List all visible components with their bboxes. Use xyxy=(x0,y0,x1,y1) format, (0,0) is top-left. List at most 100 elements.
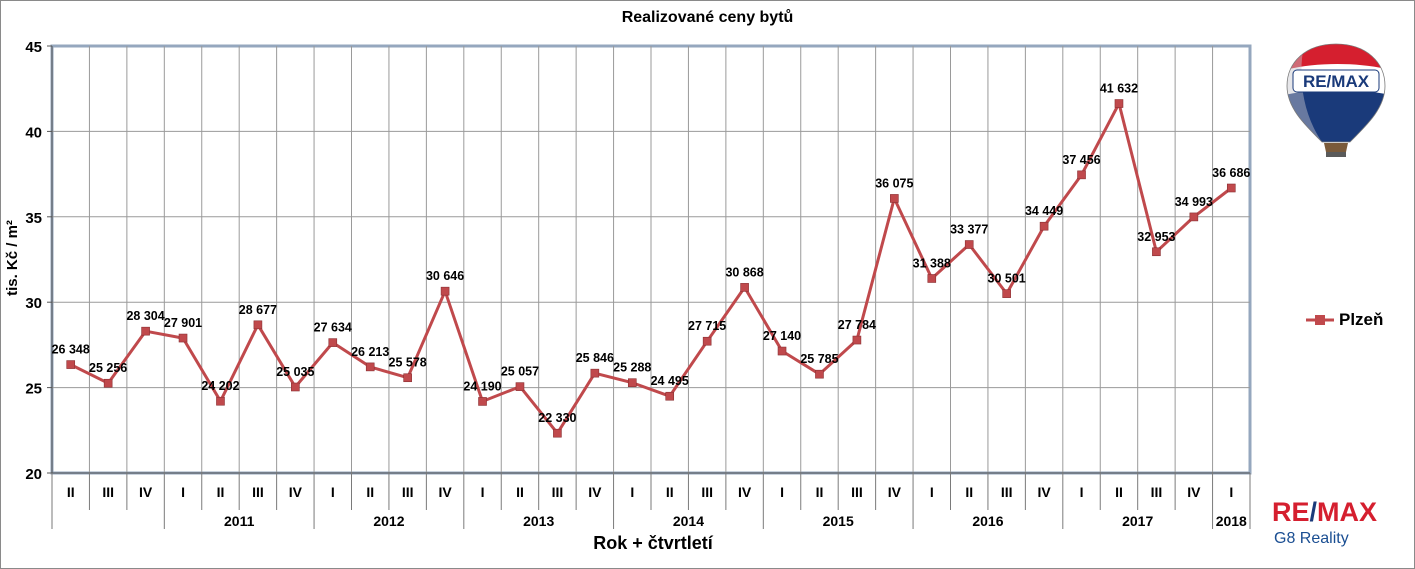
data-label: 25 846 xyxy=(576,351,614,365)
data-label: 22 330 xyxy=(538,411,576,425)
data-label: 25 785 xyxy=(800,352,838,366)
data-label: 25 057 xyxy=(501,365,539,379)
chart-title: Realizované ceny bytů xyxy=(621,9,794,26)
data-label: 25 256 xyxy=(89,361,127,375)
x-quarter-label: I xyxy=(181,484,185,500)
data-label: 27 715 xyxy=(688,319,726,333)
x-quarter-label: IV xyxy=(1187,484,1201,500)
remax-balloon-logo: RE/MAX xyxy=(1286,43,1386,157)
x-quarter-label: II xyxy=(217,484,225,500)
data-point xyxy=(852,335,862,345)
data-label: 34 993 xyxy=(1175,195,1213,209)
balloon-brand-text: RE/MAX xyxy=(1303,72,1370,91)
x-axis: II III IV I II III IV I II III IV I II III IV I II III IV I… xyxy=(51,472,1251,529)
data-point xyxy=(478,397,487,406)
data-label: 24 190 xyxy=(463,379,501,393)
data-point xyxy=(927,274,937,283)
x-quarter-label: III xyxy=(102,484,114,500)
data-point xyxy=(1039,221,1049,231)
data-point xyxy=(1189,212,1199,222)
data-labels: 26 348 25 256 28 304 27 901 24 202 28 677 25 0… xyxy=(52,82,1251,426)
x-year-label: 2016 xyxy=(972,513,1003,529)
data-point xyxy=(253,320,263,330)
legend-label: Plzeň xyxy=(1339,310,1384,329)
x-quarter-label: III xyxy=(1001,484,1013,500)
data-point xyxy=(291,382,300,392)
y-axis: 20 25 30 35 40 45 xyxy=(25,39,53,483)
x-quarter-label: IV xyxy=(139,484,153,500)
data-label: 24 202 xyxy=(201,379,239,393)
x-quarter-label: III xyxy=(552,484,564,500)
remax-wordmark: RE/MAX xyxy=(1272,498,1377,526)
x-axis-label: Rok + čtvrtletí xyxy=(593,533,714,553)
x-year-label: 2013 xyxy=(523,513,554,529)
y-tick-label: 25 xyxy=(25,381,42,398)
x-quarter-label: II xyxy=(1115,484,1123,500)
data-label: 34 449 xyxy=(1025,204,1063,218)
data-point xyxy=(553,428,562,438)
x-quarter-label: I xyxy=(930,484,934,500)
data-point xyxy=(403,373,412,383)
x-year-label: 2018 xyxy=(1216,513,1247,529)
x-quarter-label: IV xyxy=(888,484,902,500)
x-quarter-label: IV xyxy=(738,484,752,500)
data-point xyxy=(665,391,675,401)
data-point xyxy=(66,360,76,369)
x-quarter-label: I xyxy=(630,484,634,500)
data-label: 26 348 xyxy=(52,343,90,357)
x-quarter-label: I xyxy=(481,484,485,500)
data-point xyxy=(515,382,525,391)
x-quarter-label: II xyxy=(366,484,374,500)
remax-max: MAX xyxy=(1317,497,1378,527)
x-quarter-label: I xyxy=(780,484,784,500)
data-point xyxy=(590,368,600,378)
data-point xyxy=(440,286,450,296)
x-year-label: 2015 xyxy=(823,513,854,529)
x-year-label: 2011 xyxy=(224,513,255,529)
data-point xyxy=(328,338,338,347)
legend: Plzeň xyxy=(1305,310,1383,330)
x-quarter-label: IV xyxy=(1037,484,1051,500)
data-point xyxy=(890,194,899,203)
data-label: 28 304 xyxy=(126,309,164,323)
x-quarter-label: II xyxy=(965,484,973,500)
data-label: 25 578 xyxy=(389,356,427,370)
y-axis-label: tis. Kč / m² xyxy=(4,220,21,296)
x-quarter-label: II xyxy=(67,484,75,500)
data-label: 31 388 xyxy=(913,256,951,270)
data-point xyxy=(216,396,225,406)
y-tick-label: 20 xyxy=(25,466,42,483)
y-tick-label: 45 xyxy=(25,39,42,56)
data-point xyxy=(964,240,974,249)
data-label: 25 288 xyxy=(613,361,651,375)
x-year-label: 2012 xyxy=(373,513,404,529)
data-label: 36 686 xyxy=(1212,166,1250,180)
data-label: 30 501 xyxy=(988,272,1026,286)
y-tick-label: 30 xyxy=(25,295,42,312)
x-year-label: 2017 xyxy=(1122,513,1153,529)
data-label: 27 901 xyxy=(164,316,202,330)
data-label: 37 456 xyxy=(1062,153,1100,167)
x-quarter-label: IV xyxy=(438,484,452,500)
data-point xyxy=(777,346,787,356)
data-point xyxy=(103,378,113,388)
remax-re: RE xyxy=(1272,497,1310,527)
y-tick-label: 40 xyxy=(25,124,42,141)
data-label: 30 868 xyxy=(725,265,763,279)
data-label: 27 634 xyxy=(314,321,352,335)
data-point xyxy=(1002,289,1011,298)
data-label: 41 632 xyxy=(1100,82,1138,96)
data-point xyxy=(141,326,150,336)
data-label: 33 377 xyxy=(950,223,988,237)
x-quarter-label: IV xyxy=(289,484,303,500)
data-label: 24 495 xyxy=(651,374,689,388)
data-label: 27 784 xyxy=(838,318,876,332)
data-point xyxy=(1077,170,1086,180)
series-plzen xyxy=(66,99,1236,438)
data-label: 32 953 xyxy=(1137,230,1175,244)
x-quarter-label: III xyxy=(252,484,264,500)
x-quarter-label: III xyxy=(1151,484,1163,500)
data-label: 30 646 xyxy=(426,269,464,283)
series-line xyxy=(70,102,1233,435)
